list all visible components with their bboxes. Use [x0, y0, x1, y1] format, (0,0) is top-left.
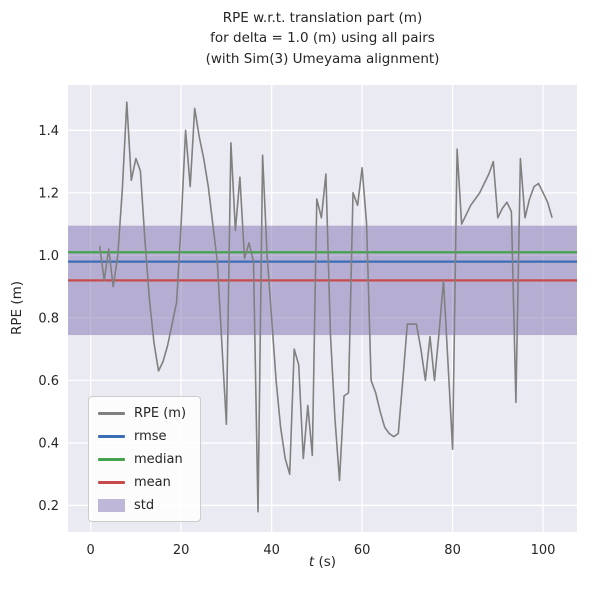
- chart-title-line-2: for delta = 1.0 (m) using all pairs: [210, 30, 435, 47]
- legend-item-rmse: rmse: [98, 427, 186, 445]
- legend-median-line-sample: [98, 457, 125, 461]
- legend: RPE (m) rmse median mean std: [88, 396, 202, 522]
- x-axis-label-variable: t: [308, 554, 315, 570]
- legend-item-std: std: [98, 496, 186, 514]
- legend-std-patch-sample: [98, 498, 125, 512]
- y-tick-label: 0.2: [38, 499, 59, 514]
- x-axis-label-unit: (s): [314, 554, 337, 570]
- chart-title-line-1: RPE w.r.t. translation part (m): [222, 10, 423, 26]
- y-axis-label: RPE (m): [9, 280, 25, 336]
- legend-item-median: median: [98, 450, 186, 468]
- legend-mean-label: mean: [134, 474, 171, 490]
- x-tick-label: 60: [354, 543, 371, 558]
- x-tick-label: 100: [531, 543, 556, 558]
- y-tick-label: 1.0: [38, 249, 59, 264]
- chart-title-line-3: (with Sim(3) Umeyama alignment): [205, 50, 440, 67]
- legend-rpe-label: RPE (m): [134, 405, 187, 421]
- x-tick-label: 20: [173, 543, 190, 558]
- y-tick-label: 1.2: [38, 186, 59, 201]
- chart-title: RPE w.r.t. translation part (m) for delt…: [68, 8, 577, 69]
- y-tick-label: 0.4: [38, 436, 59, 451]
- legend-rmse-label: rmse: [134, 428, 167, 444]
- legend-mean-line-sample: [98, 480, 125, 484]
- x-axis-label: t (s): [68, 554, 577, 570]
- legend-std-label: std: [134, 497, 155, 513]
- y-tick-label: 0.8: [38, 311, 59, 326]
- x-tick-label: 80: [444, 543, 461, 558]
- legend-median-label: median: [134, 451, 183, 467]
- y-tick-label: 1.4: [38, 124, 59, 139]
- y-tick-label: 0.6: [38, 374, 59, 389]
- x-tick-label: 0: [86, 543, 94, 558]
- legend-item-rpe: RPE (m): [98, 404, 186, 422]
- legend-rpe-line-sample: [98, 411, 125, 415]
- x-tick-label: 40: [263, 543, 280, 558]
- legend-rmse-line-sample: [98, 434, 125, 438]
- legend-item-mean: mean: [98, 473, 186, 491]
- rpe-series-line: [98, 101, 553, 513]
